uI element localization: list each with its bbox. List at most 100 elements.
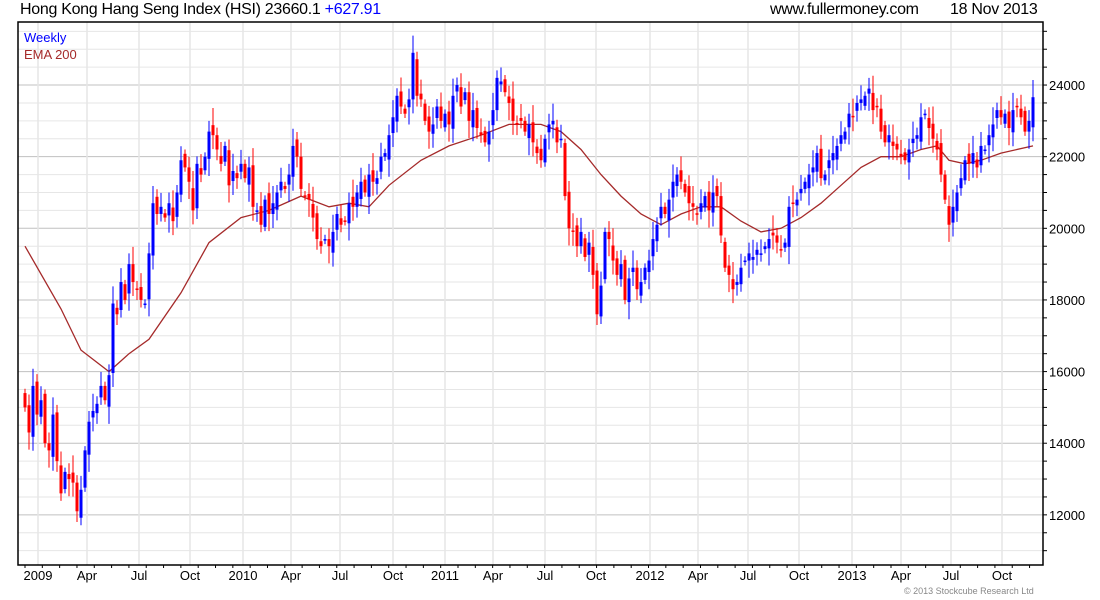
candle-body-up — [127, 264, 131, 294]
y-tick-label: 24000 — [1049, 78, 1085, 93]
candle — [271, 186, 275, 228]
candle-body-down — [327, 239, 331, 247]
candle-body-down — [427, 116, 431, 132]
candle — [243, 159, 247, 183]
candle — [895, 136, 899, 161]
candle — [543, 134, 547, 167]
candle — [883, 120, 887, 147]
candle-body-down — [211, 125, 215, 136]
candle — [495, 70, 499, 121]
candle-body-down — [507, 96, 511, 103]
candle — [979, 131, 983, 173]
candle — [899, 139, 903, 165]
candle-body-down — [299, 156, 303, 189]
candle — [515, 115, 519, 136]
candle — [123, 279, 127, 305]
x-tick-label: Oct — [383, 568, 404, 583]
candle — [339, 204, 343, 233]
candle-body-down — [563, 143, 567, 197]
candle-body-down — [59, 465, 63, 494]
candle — [711, 175, 715, 227]
candle — [119, 268, 123, 318]
candle-body-up — [451, 95, 455, 129]
candle-body-up — [747, 253, 751, 261]
candle — [403, 104, 407, 118]
candle — [159, 192, 163, 222]
candle — [531, 105, 535, 157]
candle-body-up — [639, 282, 643, 296]
candle — [327, 228, 331, 264]
candle — [827, 149, 831, 186]
candle-body-up — [263, 199, 267, 227]
price-change: +627.91 — [324, 1, 381, 18]
candle — [727, 254, 731, 293]
candle-body-up — [291, 145, 295, 177]
candle-body-up — [331, 231, 335, 253]
candle-body-down — [939, 143, 943, 175]
candle-body-down — [871, 92, 875, 111]
candle — [427, 105, 431, 149]
candle — [547, 113, 551, 150]
candle — [563, 138, 567, 201]
candle-body-up — [867, 88, 871, 94]
candle-body-up — [787, 206, 791, 247]
candle — [767, 228, 771, 266]
candle-body-down — [55, 412, 59, 462]
candle — [1023, 106, 1027, 136]
candle-body-up — [755, 249, 759, 255]
candle — [911, 121, 915, 158]
candle-body-down — [403, 108, 407, 114]
candle-body-up — [79, 489, 83, 518]
candle — [519, 104, 523, 129]
candle-body-up — [675, 174, 679, 187]
candle — [291, 128, 295, 191]
candle-body-down — [771, 232, 775, 236]
candle-body-up — [51, 414, 55, 457]
candle-body-down — [67, 474, 71, 480]
candle-body-down — [947, 206, 951, 225]
candle-body-up — [919, 117, 923, 142]
candle-body-down — [307, 193, 311, 200]
candle — [511, 81, 515, 135]
candle-body-up — [379, 156, 383, 172]
index-name-price: Hong Kong Hang Seng Index (HSI) 23660.1 — [20, 1, 321, 18]
candle — [67, 463, 71, 497]
candle-body-up — [783, 242, 787, 248]
candle-body-up — [599, 285, 603, 317]
candle — [631, 250, 635, 286]
candle-body-up — [643, 267, 647, 280]
candle-body-down — [791, 202, 795, 205]
candle-body-down — [623, 259, 627, 300]
candle — [295, 131, 299, 168]
x-tick-label: Apr — [688, 568, 709, 583]
candle-body-down — [283, 186, 287, 189]
candle-body-down — [243, 163, 247, 179]
candle — [1011, 92, 1015, 147]
candle — [303, 191, 307, 201]
axes: 12000 14000 16000 18000 20000 22000 24000 2009 A… — [24, 30, 1085, 583]
candle — [839, 121, 843, 152]
candle-body-up — [603, 231, 607, 280]
candle — [63, 467, 67, 494]
candle-body-up — [587, 242, 591, 255]
candle-body-down — [363, 179, 367, 193]
candle — [359, 167, 363, 207]
candle — [175, 184, 179, 228]
candle — [275, 184, 279, 221]
candle — [191, 171, 195, 225]
candle — [619, 250, 623, 287]
candle — [371, 153, 375, 196]
candle — [591, 229, 595, 289]
y-tick-label: 14000 — [1049, 436, 1085, 451]
candle — [947, 195, 951, 242]
candle-body-up — [175, 192, 179, 217]
candle — [91, 393, 95, 432]
candle-body-up — [1011, 110, 1015, 133]
candle-body-up — [799, 188, 803, 194]
chart-date: 18 Nov 2013 — [950, 1, 1038, 18]
candle — [43, 389, 47, 448]
candle — [755, 242, 759, 266]
candle — [379, 142, 383, 180]
candle — [975, 152, 979, 179]
